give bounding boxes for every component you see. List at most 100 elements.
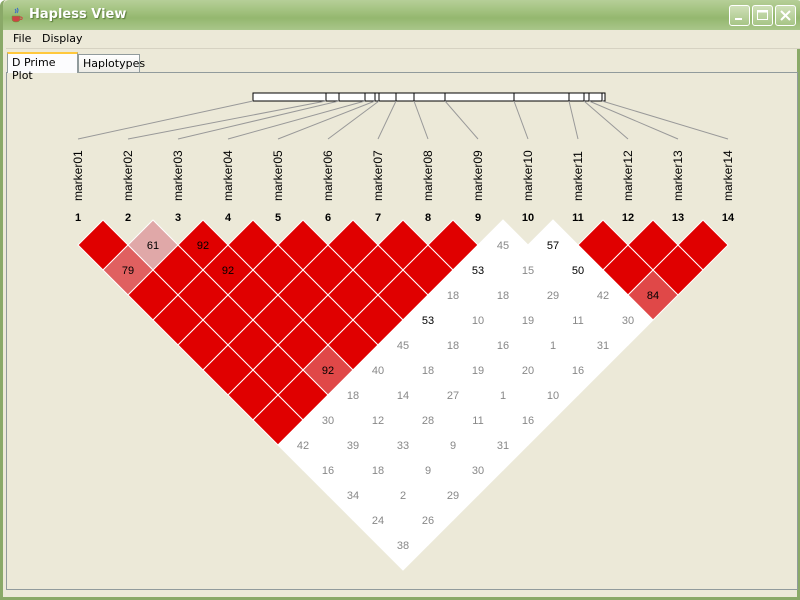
- dprime-plot-panel: marker01 1 marker02 2 marker03 3 marker04 4 mark…: [6, 72, 798, 590]
- marker-name: marker05: [271, 150, 285, 201]
- ld-value: 14: [397, 390, 409, 402]
- marker-labels: marker01 1 marker02 2 marker03 3 marker04 4 mark…: [71, 150, 735, 224]
- marker-name: marker12: [621, 150, 635, 201]
- ld-value: 53: [422, 315, 434, 327]
- ld-value: 42: [597, 290, 609, 302]
- ld-value: 30: [322, 415, 334, 427]
- ld-value: 26: [422, 515, 434, 527]
- marker-connector-line: [583, 100, 629, 140]
- marker-name: marker04: [221, 150, 235, 201]
- close-button[interactable]: [775, 5, 796, 26]
- marker-number: 7: [375, 212, 381, 224]
- ld-value: 38: [397, 540, 409, 552]
- ld-plot: marker01 1 marker02 2 marker03 3 marker04 4 mark…: [71, 92, 735, 571]
- java-cup-icon: [11, 7, 23, 23]
- marker-name: marker03: [171, 150, 185, 201]
- menu-file[interactable]: File: [13, 32, 32, 45]
- tab-strip: D Prime Plot Haplotypes: [6, 52, 800, 82]
- marker-number: 3: [175, 212, 181, 224]
- ld-value: 79: [122, 265, 134, 277]
- marker-name: marker01: [71, 150, 85, 201]
- ld-value: 12: [372, 415, 384, 427]
- ld-value: 9: [425, 465, 431, 477]
- ld-value: 19: [522, 315, 534, 327]
- ld-value: 50: [572, 265, 584, 277]
- ld-value: 40: [372, 365, 384, 377]
- ld-value: 92: [197, 240, 209, 252]
- tab-dprime-plot[interactable]: D Prime Plot: [7, 52, 78, 82]
- ld-value: 34: [347, 490, 359, 502]
- title-bar[interactable]: Hapless View: [3, 0, 800, 30]
- marker-number: 8: [425, 212, 431, 224]
- menu-bar: File Display: [6, 30, 800, 49]
- marker-number: 13: [672, 212, 684, 224]
- marker-connector-line: [444, 100, 479, 140]
- marker-number: 11: [572, 212, 584, 224]
- marker-name: marker02: [121, 150, 135, 201]
- close-icon: [780, 10, 791, 21]
- marker-connector-line: [227, 100, 366, 140]
- ld-value: 1: [500, 390, 506, 402]
- ld-value: 11: [472, 415, 483, 427]
- marker-name: marker13: [671, 150, 685, 201]
- marker-connector-line: [588, 100, 679, 140]
- marker-connector-line: [513, 100, 529, 140]
- marker-number: 2: [125, 212, 131, 224]
- ld-value: 31: [497, 440, 509, 452]
- marker-number: 12: [622, 212, 634, 224]
- ld-value: 53: [472, 265, 484, 277]
- ld-value: 28: [422, 415, 434, 427]
- ld-value: 27: [447, 390, 459, 402]
- ld-value: 84: [647, 290, 659, 302]
- ld-value: 29: [547, 290, 559, 302]
- tab-haplotypes[interactable]: Haplotypes: [78, 54, 145, 72]
- marker-position-map: [252, 92, 606, 102]
- ld-value: 57: [547, 240, 559, 252]
- ld-value: 92: [222, 265, 234, 277]
- marker-connector-line: [601, 100, 729, 140]
- marker-name: marker10: [521, 150, 535, 201]
- ld-value: 18: [447, 340, 459, 352]
- maximize-button[interactable]: [752, 5, 773, 26]
- ld-value: 33: [397, 440, 409, 452]
- ld-value: 30: [622, 315, 634, 327]
- marker-number: 1: [75, 212, 81, 224]
- marker-name: marker06: [321, 150, 335, 201]
- ld-value: 18: [372, 465, 384, 477]
- ld-value: 92: [322, 365, 334, 377]
- ld-value: 10: [472, 315, 484, 327]
- ld-value: 18: [447, 290, 459, 302]
- marker-connector-line: [568, 100, 579, 140]
- ld-value: 1: [550, 340, 556, 352]
- ld-value: 42: [297, 440, 309, 452]
- ld-value: 45: [397, 340, 409, 352]
- marker-connector-line: [277, 100, 376, 140]
- ld-value: 16: [572, 365, 584, 377]
- marker-number: 9: [475, 212, 481, 224]
- ld-cell[interactable]: 38: [377, 519, 429, 571]
- ld-value: 61: [147, 240, 159, 252]
- ld-value: 31: [597, 340, 609, 352]
- marker-name: marker07: [371, 150, 385, 201]
- marker-number: 5: [275, 212, 281, 224]
- marker-connector-line: [377, 100, 397, 140]
- ld-value: 30: [472, 465, 484, 477]
- ld-value: 16: [497, 340, 509, 352]
- ld-value: 10: [547, 390, 559, 402]
- marker-connector-line: [327, 100, 380, 140]
- ld-value: 45: [497, 240, 509, 252]
- marker-number: 14: [722, 212, 735, 224]
- window-title: Hapless View: [29, 7, 127, 22]
- ld-cell-diamond: [377, 519, 429, 571]
- minimize-button[interactable]: [729, 5, 750, 26]
- ld-value: 9: [450, 440, 456, 452]
- ld-value: 16: [522, 415, 534, 427]
- menu-display[interactable]: Display: [42, 32, 83, 45]
- position-map-bar: [252, 92, 606, 102]
- ld-value: 18: [422, 365, 434, 377]
- ld-value: 19: [472, 365, 484, 377]
- maximize-icon: [757, 10, 768, 20]
- ld-value: 16: [322, 465, 334, 477]
- ld-value: 39: [347, 440, 359, 452]
